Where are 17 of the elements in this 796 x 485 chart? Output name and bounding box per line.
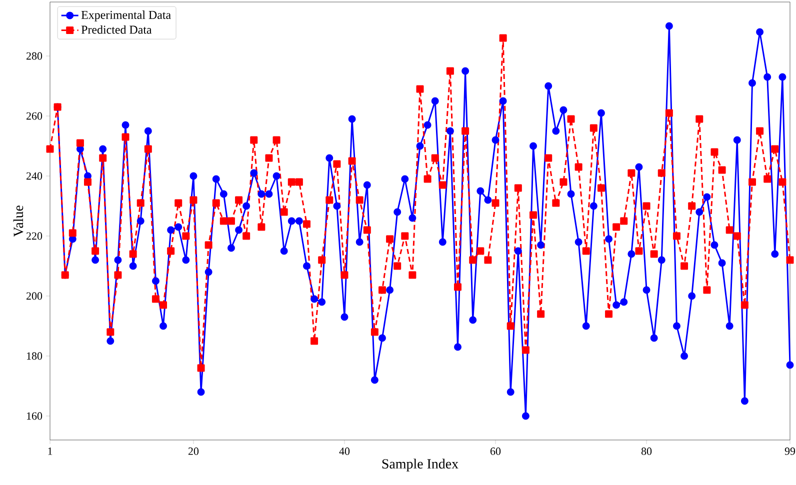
x-tick-label: 20: [188, 448, 199, 455]
x-tick-label: 60: [490, 448, 501, 455]
legend-label: Experimental Data: [81, 10, 171, 22]
y-tick-label: 260: [26, 112, 42, 120]
y-tick-label: 180: [27, 352, 42, 360]
y-tick-label: 160: [27, 412, 42, 420]
x-tick-label: 1: [48, 448, 52, 455]
y-axis-title: Value: [13, 206, 24, 237]
x-tick-label: 80: [641, 448, 652, 455]
x-tick-label: 40: [339, 448, 350, 455]
y-tick-label: 240: [26, 172, 42, 180]
y-tick-label: 280: [26, 52, 42, 60]
x-axis-title: Sample Index: [382, 458, 458, 472]
y-tick-label: 200: [26, 292, 42, 300]
y-tick-label: 220: [26, 232, 42, 240]
x-tick-label: 99: [784, 448, 796, 455]
legend-label: Predicted Data: [81, 25, 152, 34]
